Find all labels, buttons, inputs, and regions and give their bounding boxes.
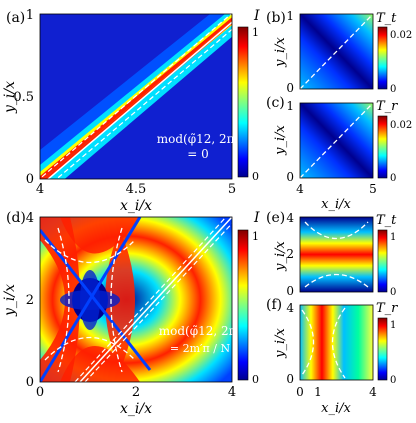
panel-b: (b) 0 1 y_i/x T_t 0.02 0	[266, 9, 412, 95]
panel-b-cbar-tick: 0.02	[390, 30, 412, 41]
panel-d-xtick: 4	[228, 385, 236, 400]
panel-c: (c) 0 1 y_i/x 4 5 x_i/x T_r 0.02 0	[266, 95, 412, 212]
panel-f-cbar-tick: 0	[390, 375, 396, 386]
panel-f-ytick: 0	[286, 372, 294, 386]
panel-b-cbar-title: T_t	[376, 11, 397, 26]
panel-a-annotation: mod(φ̃12, 2π)	[157, 132, 239, 146]
panel-a-ytick: 0.5	[13, 90, 34, 105]
panel-c-ytick: 1	[286, 99, 294, 113]
panel-c-cbar-tick: 0.02	[390, 120, 412, 131]
panel-f-ylabel: y_i/x	[273, 327, 288, 358]
panel-e-cbar-tick: 0	[390, 287, 396, 298]
panel-d-cbar-tick: 1	[252, 230, 259, 243]
panel-d-xtick: 0	[36, 385, 44, 400]
panel-a-xtick: 4.5	[126, 182, 147, 197]
panel-f-xtick: 0	[296, 385, 304, 399]
panel-a-xtick: 4	[36, 182, 44, 197]
panel-a-label: (a)	[6, 10, 25, 26]
panel-a-cbar-title: I	[253, 8, 260, 24]
panel-c-colorbar	[377, 115, 388, 179]
panel-c-xlabel: x_i/x	[321, 197, 351, 212]
panel-c-xtick: 5	[369, 182, 377, 196]
panel-e-ytick: 4	[286, 211, 294, 225]
panel-f-label: (f)	[266, 297, 282, 313]
panel-d-heatmap	[40, 217, 232, 382]
panel-c-ylabel: y_i/x	[273, 124, 288, 155]
panel-d: (d) mod(φ̃12, 2π) = 2m′π / N 0 2 4 0 2	[2, 210, 260, 417]
panel-d-ytick: 0	[26, 375, 34, 390]
panel-d-label: (d)	[6, 210, 26, 226]
panel-b-ytick: 0	[286, 81, 294, 95]
panel-a-heatmap	[40, 14, 232, 179]
panel-a-xlabel: x_i/x	[120, 198, 152, 214]
panel-e-cbar-title: T_t	[376, 213, 397, 228]
panel-b-ylabel: y_i/x	[273, 36, 288, 67]
panel-f-cbar-tick: 1	[390, 320, 396, 331]
panel-b-colorbar	[377, 26, 388, 90]
panel-b-ytick: 1	[286, 9, 294, 23]
panel-d-xtick: 2	[132, 385, 140, 400]
panel-d-annotation-2: = 2m′π / N	[170, 342, 231, 355]
panel-e-ylabel: y_i/x	[273, 240, 288, 271]
panel-e-ytick: 0	[286, 284, 294, 298]
panel-f-xtick: 1	[314, 385, 322, 399]
panel-f-ytick: 4	[286, 301, 294, 315]
panel-a: (a) mod(φ̃12, 2π) = 0 4 4.5 5 0 0.5 1 x_…	[2, 8, 260, 214]
panel-a-ytick: 1	[26, 8, 34, 23]
panel-d-cbar-title: I	[253, 210, 260, 226]
panel-d-ytick: 2	[26, 293, 34, 308]
panel-f-xtick: 4	[369, 385, 377, 399]
panel-a-ylabel: y_i/x	[2, 81, 18, 114]
panel-f-cbar-title: T_r	[376, 301, 398, 316]
panel-a-ytick: 0	[26, 172, 34, 187]
panel-d-colorbar	[237, 229, 249, 381]
panel-f-heatmap	[300, 305, 373, 380]
panel-a-cbar-tick: 1	[252, 26, 259, 39]
panel-e-cbar-tick: 1	[390, 232, 396, 243]
panel-d-xlabel: x_i/x	[120, 401, 152, 417]
panel-f-xlabel: x_i/x	[321, 401, 351, 416]
panel-f-colorbar	[377, 317, 388, 381]
panel-c-cbar-title: T_r	[376, 99, 398, 114]
panel-e: (e) 0 2 4 y_i/x T_t 1 0	[266, 210, 397, 298]
panel-c-ytick: 0	[286, 170, 294, 184]
panel-c-cbar-tick: 0	[390, 173, 396, 184]
panel-d-cbar-tick: 0	[252, 373, 259, 386]
panel-b-cbar-tick: 0	[390, 84, 396, 95]
panel-c-label: (c)	[266, 95, 285, 111]
panel-a-annotation-2: = 0	[187, 147, 209, 161]
panel-a-xtick: 5	[228, 182, 236, 197]
panel-f: (f) 0 4 y_i/x 0 1 4 x_i/x T_r 1 0	[266, 297, 398, 416]
panel-e-label: (e)	[266, 210, 285, 226]
panel-d-annotation: mod(φ̃12, 2π)	[159, 324, 241, 338]
panel-d-ytick: 4	[26, 211, 34, 226]
panel-c-xtick: 4	[296, 182, 304, 196]
panel-a-colorbar	[237, 26, 249, 178]
panel-a-cbar-tick: 0	[252, 170, 259, 183]
panel-d-ylabel: y_i/x	[2, 284, 18, 317]
panel-e-colorbar	[377, 229, 388, 293]
panel-b-label: (b)	[266, 10, 286, 26]
panel-e-ytick: 2	[286, 247, 294, 261]
